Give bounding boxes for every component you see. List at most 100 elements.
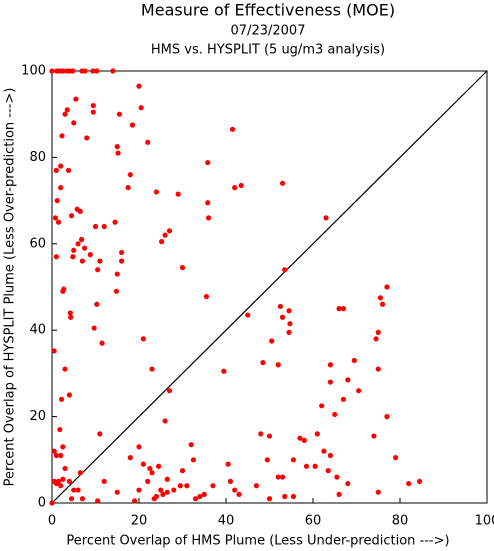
point [71, 247, 77, 253]
point [116, 111, 123, 117]
point [188, 442, 194, 448]
point [203, 293, 210, 300]
y-tick-label: 80 [29, 150, 46, 165]
point [112, 219, 118, 225]
point [303, 463, 310, 469]
point [136, 487, 142, 493]
point [53, 452, 59, 459]
point [159, 239, 165, 245]
point [136, 444, 142, 450]
y-tick-label: 100 [21, 64, 46, 79]
point [149, 470, 155, 476]
point [140, 461, 146, 467]
point [127, 172, 133, 178]
point [61, 286, 67, 292]
point [97, 258, 103, 264]
point [66, 478, 72, 484]
point [327, 452, 333, 459]
point [312, 463, 318, 469]
point [177, 483, 183, 489]
point [275, 362, 281, 368]
y-axis-label: Percent Overlap of HYSPLIT Plume (Less O… [3, 88, 18, 487]
point [197, 493, 203, 500]
point [266, 433, 273, 439]
point [162, 418, 168, 424]
point [79, 258, 86, 264]
point [82, 68, 88, 74]
point [384, 414, 390, 420]
point [205, 159, 211, 166]
point [92, 223, 99, 230]
point [113, 288, 119, 294]
point [71, 487, 77, 493]
point [90, 102, 96, 109]
point [340, 396, 347, 402]
point [62, 111, 68, 117]
point [114, 144, 120, 150]
point [336, 491, 342, 497]
point [266, 496, 273, 502]
point [65, 167, 72, 173]
point [101, 478, 107, 484]
x-axis-label: Percent Overlap of HMS Plume (Less Under… [66, 534, 449, 549]
point [82, 245, 88, 251]
point [59, 133, 65, 139]
x-tick-label: 40 [218, 514, 235, 529]
point [147, 465, 153, 472]
point [52, 215, 59, 221]
point [258, 431, 264, 437]
point [297, 435, 303, 441]
point [49, 500, 55, 506]
point [345, 480, 351, 487]
point [49, 68, 55, 74]
point [356, 388, 362, 394]
point [253, 483, 260, 489]
point [164, 476, 170, 482]
point [164, 489, 170, 495]
y-tick-label: 20 [29, 409, 46, 424]
point [60, 476, 66, 482]
point [286, 329, 292, 335]
point [149, 366, 155, 372]
point [334, 474, 340, 480]
point [155, 463, 162, 469]
point [201, 491, 207, 497]
point [232, 487, 238, 493]
point [60, 444, 66, 450]
point [70, 68, 76, 74]
point [57, 426, 63, 433]
point [55, 219, 62, 225]
point [77, 470, 83, 476]
point [60, 68, 66, 74]
point [238, 182, 244, 189]
point [151, 496, 157, 502]
x-tick-label: 100 [475, 514, 494, 529]
point [332, 411, 338, 418]
point [277, 303, 283, 310]
point [375, 489, 381, 495]
point [175, 191, 181, 197]
point [321, 448, 327, 454]
x-tick-label: 80 [392, 514, 409, 529]
point [282, 267, 288, 273]
y-tick-label: 40 [29, 323, 46, 338]
y-tick-label: 0 [38, 496, 46, 511]
point [245, 312, 251, 318]
point [166, 388, 173, 394]
point [375, 366, 381, 372]
point [279, 180, 286, 186]
point [136, 83, 142, 89]
plot-frame [51, 70, 488, 504]
point [94, 301, 100, 307]
point [58, 483, 64, 489]
point [314, 431, 320, 437]
point [73, 96, 79, 102]
point [119, 249, 125, 256]
point [95, 267, 101, 273]
point [406, 480, 412, 487]
point [115, 150, 121, 156]
point [384, 284, 390, 290]
point [327, 362, 333, 368]
point [282, 493, 288, 500]
